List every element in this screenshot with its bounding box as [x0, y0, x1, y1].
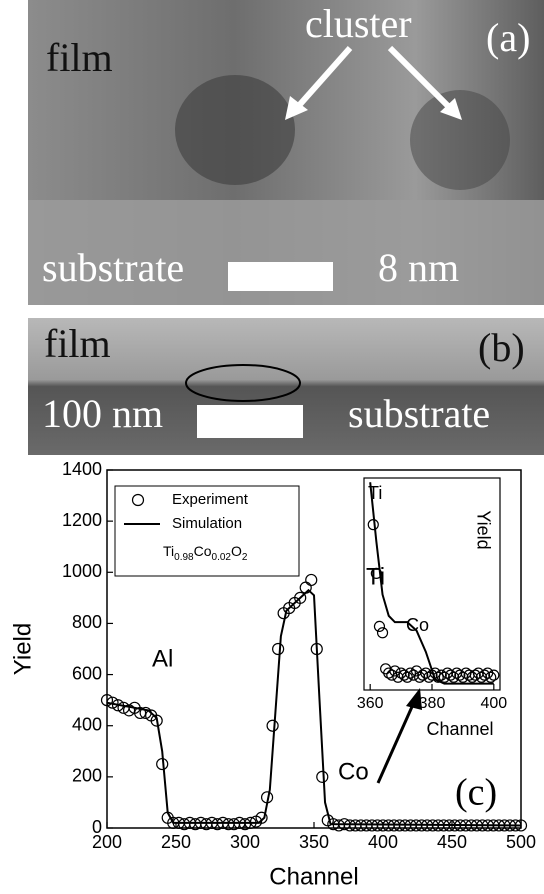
panel-label: film: [44, 321, 111, 366]
annotation: Co: [406, 615, 429, 635]
scale-bar: [228, 262, 333, 291]
legend-label: Experiment: [172, 491, 249, 508]
y-tick-label: 200: [72, 766, 102, 786]
x-axis-title: Channel: [426, 719, 493, 739]
figure: film cluster (a) substrate 8 nm film (b)…: [0, 0, 544, 894]
y-tick-label: 1000: [62, 561, 102, 581]
y-tick-label: 400: [72, 714, 102, 734]
marker: [317, 771, 328, 782]
y-tick-label: 0: [92, 817, 102, 837]
arrow: [378, 700, 415, 783]
annotation: (c): [455, 772, 497, 814]
legend-note-part: Ti: [163, 543, 174, 559]
x-tick-label: 450: [437, 832, 467, 852]
x-tick-label: 360: [357, 695, 384, 712]
x-tick-label: 500: [506, 832, 536, 852]
y-axis-title: Yield: [9, 623, 36, 675]
legend-note-part: 0.98: [174, 552, 194, 563]
panel-b: film (b) 100 nm substrate: [28, 318, 544, 455]
x-tick-label: 350: [299, 832, 329, 852]
scale-bar: [197, 405, 303, 438]
y-tick-label: 1400: [62, 459, 102, 479]
legend-note-part: 0.02: [212, 552, 232, 563]
legend-label: Simulation: [172, 515, 242, 532]
x-tick-label: 300: [230, 832, 260, 852]
annotation: Co: [338, 758, 369, 785]
marker: [273, 644, 284, 655]
cluster-region: [175, 75, 295, 185]
y-tick-label: 1200: [62, 510, 102, 530]
x-axis-title: Channel: [269, 863, 358, 890]
panel-label: (a): [486, 15, 530, 60]
panel-label: film: [46, 35, 113, 80]
annotation: Ti: [368, 483, 382, 503]
x-tick-label: 380: [419, 695, 446, 712]
panel-label: 8 nm: [378, 245, 459, 290]
marker: [306, 574, 317, 585]
y-tick-label: 600: [72, 663, 102, 683]
x-tick-label: 400: [480, 695, 507, 712]
y-tick-label: 800: [72, 612, 102, 632]
panel-label: substrate: [42, 245, 184, 290]
x-tick-label: 250: [161, 832, 191, 852]
marker: [267, 720, 278, 731]
panel-label: cluster: [305, 1, 412, 46]
legend-note-part: Co: [194, 543, 212, 559]
legend-note-part: O: [231, 543, 242, 559]
legend-note-part: 2: [242, 552, 248, 563]
annotation: Al: [152, 645, 173, 672]
panel-a: film cluster (a) substrate 8 nm: [28, 0, 544, 305]
panel-label: 100 nm: [42, 391, 163, 436]
panel-label: substrate: [348, 391, 490, 436]
y-axis-title: Yield: [473, 510, 493, 549]
cluster-region: [410, 90, 510, 190]
panel-label: (b): [478, 325, 525, 370]
x-tick-label: 400: [368, 832, 398, 852]
